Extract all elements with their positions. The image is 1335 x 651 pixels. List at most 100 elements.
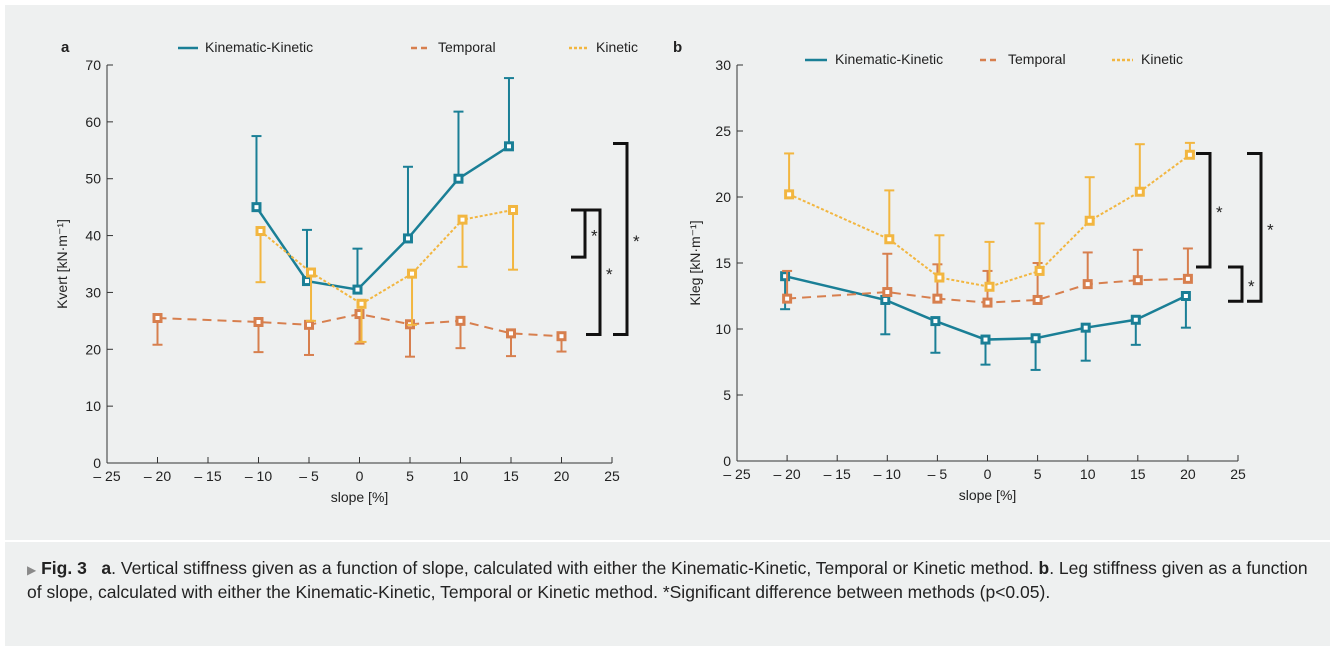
data-point-center (1087, 218, 1092, 223)
data-point-center (460, 217, 465, 222)
x-tick-label: – 25 (723, 466, 750, 482)
x-tick-label: – 10 (245, 468, 272, 484)
caption-letter-b: b (1038, 558, 1050, 578)
series-temporal (152, 309, 567, 358)
significance-bracket (1196, 151, 1212, 269)
data-point-center (1035, 297, 1040, 302)
data-point-center (1083, 325, 1088, 330)
data-point-center (355, 287, 360, 292)
series-kinetic (255, 204, 519, 343)
x-tick-label: 5 (406, 468, 414, 484)
caption-marker: ▶ (27, 563, 37, 577)
significance-star: * (633, 232, 640, 251)
data-point-center (254, 205, 259, 210)
legend-entry: Temporal (1008, 51, 1066, 67)
y-tick-label: 20 (85, 341, 101, 357)
x-tick-label: – 20 (773, 466, 800, 482)
data-point-center (783, 274, 788, 279)
data-point-center (1033, 336, 1038, 341)
data-point-center (1137, 189, 1142, 194)
data-point-center (787, 192, 792, 197)
legend-entry: Kinetic (1141, 51, 1183, 67)
data-point-center (304, 279, 309, 284)
x-tick-label: 10 (1080, 466, 1096, 482)
significance-bracket (586, 208, 602, 337)
series-line (157, 313, 562, 338)
caption-significance: *Significant difference between methods … (662, 582, 1051, 602)
data-point-center (1183, 294, 1188, 298)
data-point-center (309, 270, 314, 275)
y-tick-label: 10 (85, 398, 101, 414)
data-point-center (983, 337, 988, 342)
series-kinematic-kinetic (780, 271, 1191, 371)
series-line (784, 274, 1187, 341)
data-point-center (933, 319, 938, 324)
significance-bracket (1228, 265, 1244, 303)
series-line (255, 145, 510, 291)
x-axis-label: slope [%] (959, 487, 1017, 503)
data-point-center (985, 300, 990, 305)
series-kinetic (784, 141, 1195, 292)
data-point-center (1133, 317, 1138, 322)
y-axis-label: Kleg [kN·m⁻¹] (687, 220, 703, 305)
data-point-center (885, 290, 890, 295)
x-tick-label: 0 (356, 468, 364, 484)
data-point-center (987, 284, 992, 289)
series-kinematic-kinetic (251, 77, 514, 295)
data-point-center (506, 144, 511, 149)
data-point-center (559, 334, 564, 339)
significance-star: * (591, 227, 598, 246)
data-point-center (357, 312, 362, 317)
chart-panel-b: b 0 5 10 15 20 25 30 – 25 – 20 – 15 – 10 – 5 0 5 10 15 20… (673, 39, 1274, 503)
y-tick-label: 30 (85, 284, 101, 300)
x-tick-label: 20 (1180, 466, 1196, 482)
x-tick-label: – 15 (194, 468, 221, 484)
y-tick-label: 5 (723, 387, 731, 403)
data-point-center (1185, 276, 1190, 281)
y-tick-label: 15 (715, 255, 731, 271)
data-point-center (883, 297, 888, 302)
data-point-center (155, 316, 160, 321)
panel-letter: b (673, 39, 682, 56)
series-line (787, 277, 1188, 304)
data-point-center (511, 207, 516, 212)
significance-star: * (606, 265, 613, 284)
x-tick-label: 15 (1130, 466, 1146, 482)
y-tick-label: 50 (85, 171, 101, 187)
figure-caption: ▶ Fig. 3 a. Vertical stiffness given as … (5, 540, 1330, 646)
x-tick-label: – 5 (928, 466, 948, 482)
x-tick-label: – 10 (874, 466, 901, 482)
x-tick-label: – 25 (93, 468, 120, 484)
data-point-center (258, 229, 263, 234)
data-point-center (937, 275, 942, 280)
caption-letter-a: a (101, 558, 112, 578)
x-tick-label: 15 (503, 468, 519, 484)
data-point-center (410, 271, 415, 276)
x-tick-label: 0 (984, 466, 992, 482)
y-tick-label: 0 (723, 453, 731, 469)
data-point-center (785, 296, 790, 301)
x-tick-label: 25 (1230, 466, 1246, 482)
y-tick-label: 40 (85, 228, 101, 244)
caption-label: Fig. 3 (41, 558, 87, 578)
data-point-center (1037, 268, 1042, 273)
caption-text-a: . Vertical stiffness given as a function… (111, 558, 1039, 578)
series-temporal (782, 247, 1193, 308)
x-tick-label: – 5 (299, 468, 319, 484)
data-point-center (887, 237, 892, 242)
y-tick-label: 30 (715, 57, 731, 73)
data-point-center (935, 296, 940, 301)
x-tick-label: – 20 (144, 468, 171, 484)
chart-panel-a: a 0 10 20 30 40 50 60 70 – 25 – 20 – 15 – 10 – 5 0 5 10 1… (54, 39, 640, 505)
y-tick-label: 70 (85, 57, 101, 73)
significance-star: * (1216, 203, 1223, 222)
series-line (788, 153, 1191, 288)
x-tick-label: 10 (453, 468, 469, 484)
x-axis-label: slope [%] (331, 489, 389, 505)
data-point-center (359, 301, 364, 306)
caption-text-b: . Leg stiffness given as a function of s… (27, 558, 1308, 602)
data-point-center (1085, 282, 1090, 287)
significance-bracket (1247, 151, 1263, 303)
significance-bracket (613, 141, 629, 337)
